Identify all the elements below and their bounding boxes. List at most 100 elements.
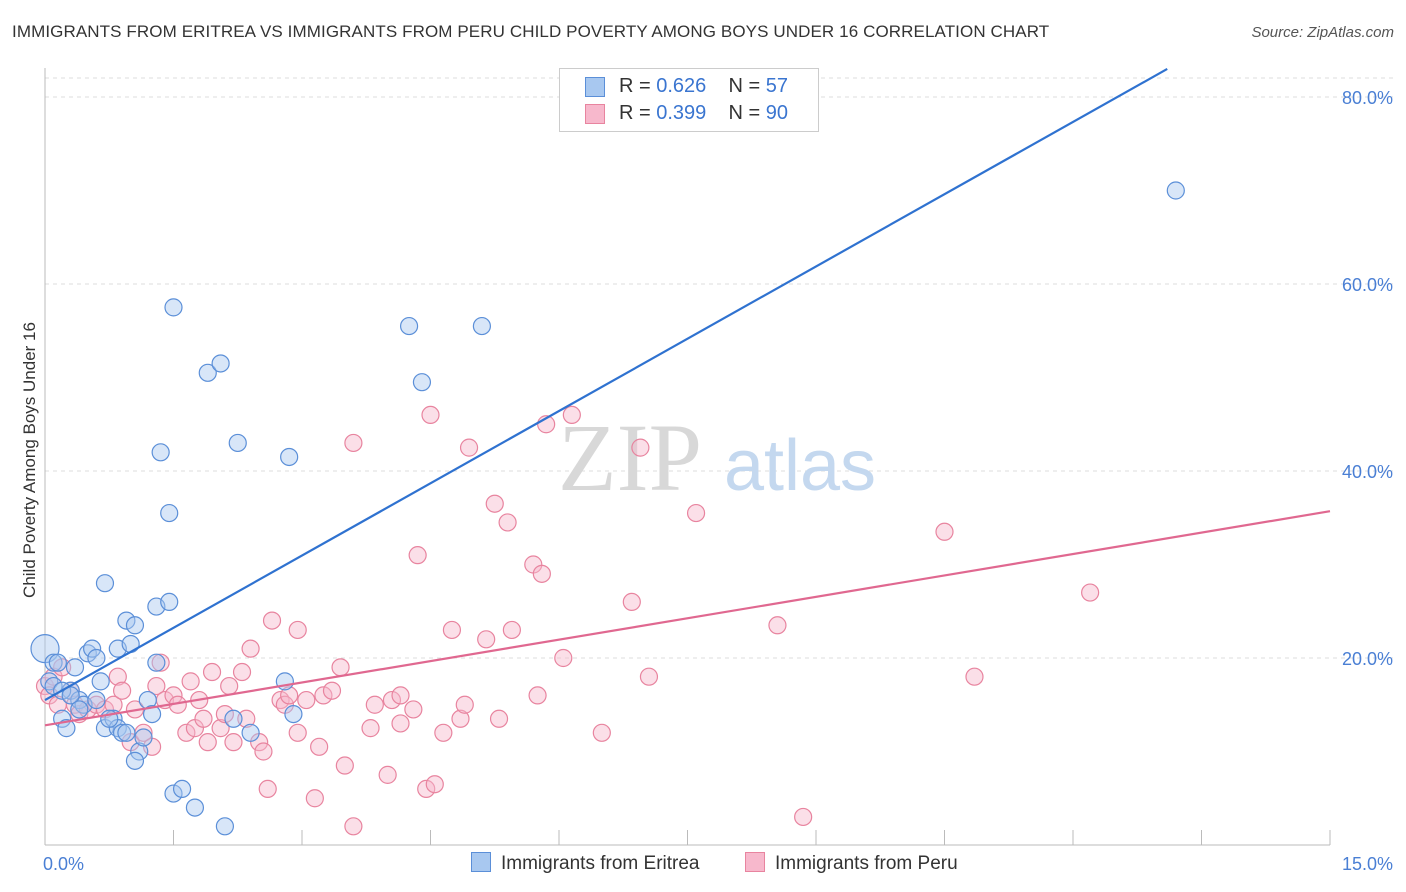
x-tick-label: 15.0% — [1342, 854, 1393, 874]
point-peru — [425, 775, 444, 794]
point-peru — [198, 733, 217, 752]
point-peru — [1081, 583, 1100, 602]
point-peru — [310, 737, 329, 756]
point-eritrea — [224, 709, 243, 728]
point-eritrea — [151, 443, 170, 462]
point-peru — [768, 616, 787, 635]
point-eritrea — [121, 634, 140, 654]
bottom-legend-label-eritrea: Immigrants from Eritrea — [501, 853, 700, 874]
point-peru — [639, 667, 659, 686]
trend-line-eritrea — [44, 67, 1168, 702]
point-eritrea — [185, 798, 205, 817]
point-peru — [108, 667, 127, 686]
point-peru — [631, 438, 650, 457]
legend-swatch-peru — [585, 104, 605, 124]
point-peru — [421, 405, 440, 424]
point-eritrea — [164, 298, 183, 317]
point-eritrea — [280, 447, 299, 467]
point-eritrea — [95, 574, 115, 593]
point-eritrea — [83, 639, 102, 658]
point-peru — [498, 513, 517, 532]
point-peru — [477, 630, 496, 649]
point-eritrea — [172, 779, 192, 799]
point-eritrea — [61, 686, 80, 705]
point-peru — [459, 438, 479, 457]
axes — [44, 68, 1331, 846]
y-tick-label: 20.0% — [1342, 649, 1393, 669]
point-eritrea — [399, 316, 419, 336]
point-eritrea — [284, 704, 303, 724]
point-peru — [194, 709, 213, 728]
point-peru — [262, 611, 282, 630]
legend-n-peru: 90 — [765, 102, 789, 124]
point-eritrea — [65, 658, 85, 677]
point-peru — [335, 756, 354, 775]
point-peru — [237, 709, 256, 728]
point-peru — [442, 620, 462, 640]
point-peru — [177, 723, 196, 742]
point-eritrea — [44, 653, 63, 672]
point-peru — [331, 658, 350, 677]
point-peru — [202, 662, 222, 682]
point-eritrea — [48, 653, 67, 672]
point-eritrea — [57, 719, 76, 738]
point-peru — [258, 779, 277, 799]
point-peru — [417, 779, 436, 799]
point-peru — [485, 494, 504, 513]
point-peru — [305, 789, 324, 808]
bottom-legend-peru: Immigrants from Peru — [745, 852, 958, 875]
point-peru — [280, 686, 299, 705]
point-eritrea — [147, 653, 166, 672]
point-eritrea — [130, 742, 149, 761]
point-peru — [528, 686, 547, 705]
point-peru — [382, 690, 402, 710]
point-peru — [224, 733, 243, 752]
point-peru — [391, 714, 410, 733]
point-eritrea — [125, 751, 145, 770]
tick-labels: 20.0% 40.0% 60.0% 80.0% 0.0% 15.0% — [43, 88, 1393, 874]
point-peru — [532, 564, 551, 583]
point-peru — [455, 695, 474, 714]
point-peru — [211, 719, 230, 738]
trend-lines — [44, 67, 1331, 727]
x-tick-label: 0.0% — [43, 854, 84, 874]
point-peru — [241, 639, 260, 658]
watermark-atlas: atlas — [724, 426, 876, 506]
point-peru — [965, 667, 984, 686]
point-eritrea — [1166, 181, 1185, 200]
point-peru — [215, 704, 234, 724]
y-tick-label: 60.0% — [1342, 275, 1393, 295]
point-eritrea — [412, 373, 432, 392]
point-eritrea — [87, 648, 106, 668]
point-peru — [686, 503, 706, 523]
point-eritrea — [70, 700, 89, 719]
legend-n-label: N = — [728, 75, 761, 97]
legend-r-peru: 0.399 — [656, 102, 707, 124]
point-peru — [147, 676, 166, 696]
point-eritrea — [160, 592, 179, 612]
point-eritrea — [241, 723, 260, 742]
point-peru — [562, 405, 581, 424]
point-peru — [502, 620, 521, 640]
point-peru — [935, 522, 954, 541]
point-peru — [378, 765, 397, 784]
point-peru — [344, 817, 363, 836]
point-peru — [554, 648, 573, 668]
series-eritrea — [30, 181, 1185, 836]
point-eritrea — [228, 433, 247, 453]
point-peru — [622, 592, 641, 612]
legend-r-label: R = — [619, 75, 651, 97]
point-peru — [254, 742, 273, 761]
point-peru — [404, 700, 423, 719]
point-eritrea — [134, 728, 153, 747]
point-peru — [297, 690, 316, 710]
y-tick-label: 40.0% — [1342, 462, 1393, 482]
point-peru — [451, 709, 470, 728]
gridlines — [45, 77, 1395, 659]
y-tick-label: 80.0% — [1342, 88, 1393, 108]
legend-n-label: N = — [728, 102, 761, 124]
point-eritrea — [164, 784, 183, 803]
bottom-legend-eritrea: Immigrants from Eritrea — [471, 852, 699, 875]
source-label: Source: ZipAtlas.com — [1251, 24, 1394, 41]
